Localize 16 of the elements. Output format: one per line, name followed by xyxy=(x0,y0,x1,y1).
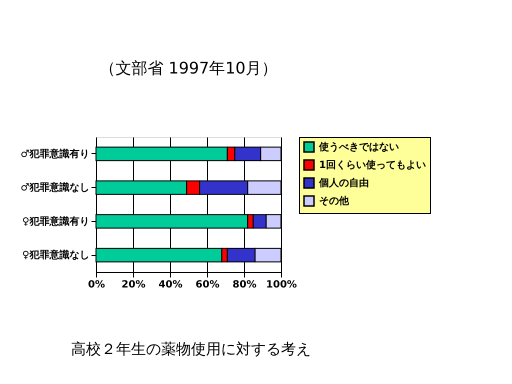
legend-label: その他 xyxy=(319,195,350,207)
legend-label: 1回くらい使ってもよい xyxy=(319,159,426,171)
y-tick-label: ♀犯罪意識有り xyxy=(22,215,90,228)
text: 高校２年生の薬物使用に対する考え xyxy=(71,340,311,358)
x-tick-label: 60% xyxy=(196,280,220,290)
x-tick-label: 100% xyxy=(266,280,297,290)
x-tick-label: 0% xyxy=(88,280,105,290)
y-tick-label: ♀犯罪意識なし xyxy=(22,249,90,262)
legend-label: 使うべきではない xyxy=(318,141,399,153)
y-tick-label: ♂犯罪意識なし xyxy=(20,182,90,194)
chart-title: （文部省 1997年10月） xyxy=(99,58,278,78)
y-tick-label: ♂犯罪意識有り xyxy=(20,148,90,160)
x-tick-label: 80% xyxy=(232,280,256,290)
x-tick-label: 20% xyxy=(122,280,146,290)
legend-label: 個人の自由 xyxy=(318,177,369,189)
x-tick-label: 40% xyxy=(158,280,182,290)
